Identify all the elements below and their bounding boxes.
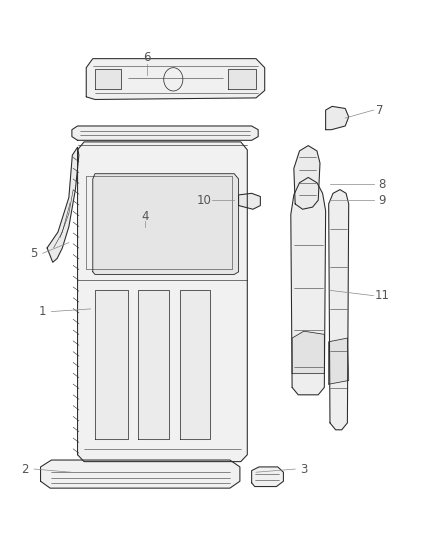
Text: 4: 4 xyxy=(141,209,149,223)
Text: 6: 6 xyxy=(143,51,151,63)
Polygon shape xyxy=(252,467,283,487)
Polygon shape xyxy=(78,142,247,462)
Polygon shape xyxy=(294,146,320,209)
Polygon shape xyxy=(95,69,121,89)
Polygon shape xyxy=(72,126,258,140)
Text: 10: 10 xyxy=(196,193,211,207)
Text: 7: 7 xyxy=(376,103,384,117)
Polygon shape xyxy=(86,59,265,100)
Polygon shape xyxy=(292,331,324,374)
Polygon shape xyxy=(328,338,349,384)
Text: 2: 2 xyxy=(21,463,29,475)
Polygon shape xyxy=(95,290,127,439)
Text: 11: 11 xyxy=(374,289,390,302)
Text: 3: 3 xyxy=(300,463,307,475)
Polygon shape xyxy=(228,69,256,89)
Polygon shape xyxy=(325,107,349,130)
Polygon shape xyxy=(47,147,79,262)
Text: 8: 8 xyxy=(378,178,386,191)
Polygon shape xyxy=(239,193,260,209)
Polygon shape xyxy=(41,460,240,488)
Polygon shape xyxy=(328,190,349,430)
Text: 1: 1 xyxy=(39,305,46,318)
Polygon shape xyxy=(291,177,325,395)
Polygon shape xyxy=(93,174,239,274)
Text: 9: 9 xyxy=(378,193,386,207)
Polygon shape xyxy=(138,290,169,439)
Polygon shape xyxy=(180,290,210,439)
Text: 5: 5 xyxy=(30,247,38,260)
